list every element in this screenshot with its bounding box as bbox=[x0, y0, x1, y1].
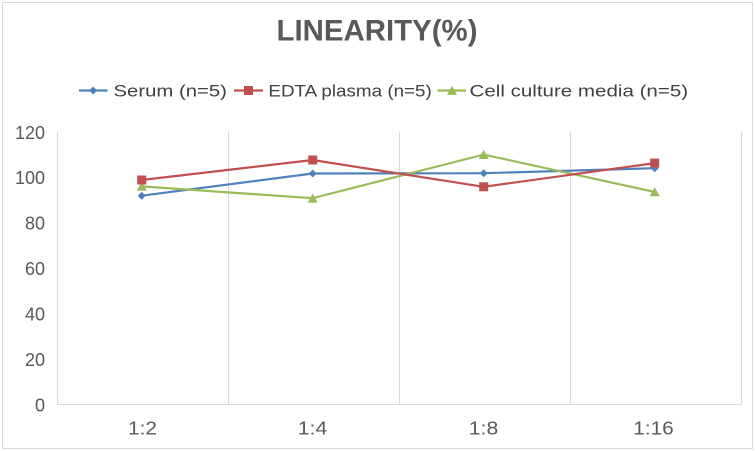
svg-text:120: 120 bbox=[15, 123, 45, 143]
svg-text:100: 100 bbox=[15, 168, 45, 188]
svg-text:1:8: 1:8 bbox=[469, 419, 499, 439]
svg-text:1:2: 1:2 bbox=[128, 419, 157, 439]
svg-text:20: 20 bbox=[25, 350, 45, 370]
svg-text:Serum (n=5): Serum (n=5) bbox=[114, 82, 227, 101]
svg-text:EDTA plasma (n=5): EDTA plasma (n=5) bbox=[268, 82, 431, 101]
svg-text:Cell culture media (n=5): Cell culture media (n=5) bbox=[470, 82, 689, 101]
svg-text:1:4: 1:4 bbox=[298, 419, 328, 439]
svg-text:LINEARITY(%): LINEARITY(%) bbox=[277, 15, 478, 48]
svg-text:40: 40 bbox=[25, 305, 45, 325]
svg-text:60: 60 bbox=[25, 259, 45, 279]
svg-text:0: 0 bbox=[35, 395, 45, 415]
svg-text:80: 80 bbox=[25, 214, 45, 234]
svg-text:1:16: 1:16 bbox=[633, 419, 674, 439]
